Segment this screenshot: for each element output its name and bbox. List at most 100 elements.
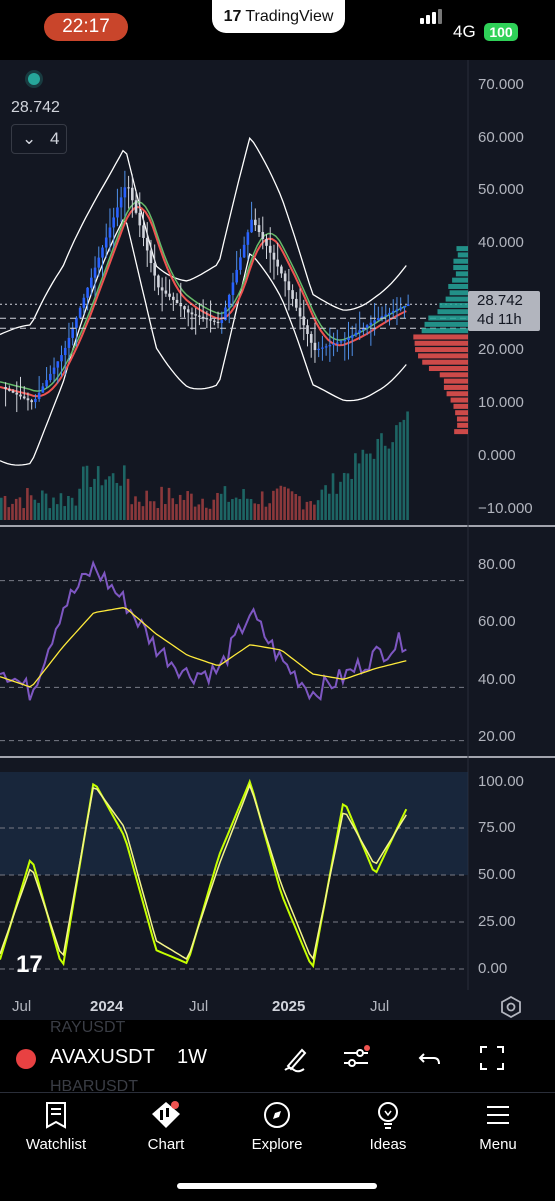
volume-bar bbox=[316, 500, 320, 520]
volume-bar bbox=[59, 493, 63, 520]
rsi-axis-label: 80.00 bbox=[478, 556, 516, 573]
candle-body bbox=[350, 335, 354, 338]
candle-body bbox=[205, 318, 209, 320]
candle-body bbox=[172, 296, 175, 300]
watchlist-icon bbox=[46, 1102, 66, 1129]
stoch-k-line bbox=[0, 778, 408, 969]
volume-bar bbox=[361, 449, 365, 520]
volume-profile-bar bbox=[448, 283, 468, 289]
volume-bar bbox=[141, 506, 145, 520]
volume-bar bbox=[44, 493, 48, 520]
candle-body bbox=[108, 227, 112, 238]
status-time[interactable]: 22:17 bbox=[44, 13, 128, 41]
candle-body bbox=[313, 342, 317, 351]
candle-body bbox=[104, 237, 108, 248]
candle-body bbox=[71, 327, 74, 338]
tab-label: Menu bbox=[479, 1136, 517, 1153]
volume-bar bbox=[313, 504, 316, 520]
stoch-axis-label: 100.00 bbox=[478, 773, 524, 790]
candle-body bbox=[235, 269, 238, 283]
candle-body bbox=[339, 341, 343, 343]
candle-body bbox=[201, 316, 205, 319]
volume-bar bbox=[272, 490, 275, 520]
candle-body bbox=[280, 266, 283, 274]
candle-body bbox=[254, 219, 257, 226]
candle-body bbox=[119, 197, 123, 208]
volume-bar bbox=[223, 486, 227, 520]
volume-bar bbox=[301, 509, 305, 520]
candle-body bbox=[15, 392, 19, 395]
candle-body bbox=[153, 263, 156, 276]
volume-bar bbox=[346, 473, 350, 520]
stoch-band bbox=[0, 772, 468, 875]
volume-profile-bar bbox=[453, 265, 468, 271]
volume-bar bbox=[268, 503, 271, 520]
price-axis-label: 0.000 bbox=[478, 447, 516, 464]
candle-body bbox=[11, 390, 15, 393]
candle-body bbox=[186, 309, 190, 313]
candle-body bbox=[45, 380, 48, 387]
volume-bar bbox=[335, 493, 339, 520]
volume-profile-bar bbox=[424, 321, 468, 327]
candle-body bbox=[101, 247, 104, 258]
candle-body bbox=[97, 257, 101, 268]
tab-menu[interactable]: Menu bbox=[448, 1100, 548, 1153]
volume-bar bbox=[227, 501, 230, 520]
tab-explore[interactable]: Explore bbox=[227, 1100, 327, 1153]
symbol-selector[interactable]: AVAXUSDT bbox=[50, 1046, 155, 1068]
fullscreen-icon[interactable] bbox=[476, 1042, 508, 1074]
candle-body bbox=[198, 315, 201, 317]
tab-watchlist[interactable]: Watchlist bbox=[6, 1100, 106, 1153]
app-pill[interactable]: 17 TradingView bbox=[212, 0, 345, 33]
volume-bar bbox=[48, 508, 52, 520]
volume-bar bbox=[398, 422, 402, 520]
volume-bar bbox=[309, 501, 312, 520]
candle-body bbox=[75, 317, 78, 328]
interval-selector[interactable]: 1W bbox=[177, 1046, 207, 1068]
tab-label: Explore bbox=[251, 1136, 303, 1153]
candle-body bbox=[373, 320, 376, 323]
volume-bar bbox=[287, 488, 290, 520]
volume-bar bbox=[33, 499, 37, 520]
tradingview-watermark-icon: 17 bbox=[16, 951, 43, 978]
undo-icon[interactable] bbox=[414, 1042, 446, 1074]
tab-chart[interactable]: Chart bbox=[116, 1100, 216, 1153]
status-bar: 22:17 17 TradingView 4G 100 bbox=[0, 0, 555, 60]
volume-bar bbox=[108, 476, 111, 520]
volume-bar bbox=[70, 497, 74, 520]
candle-body bbox=[142, 225, 145, 238]
price-axis-label: 60.000 bbox=[478, 129, 524, 146]
volume-bar bbox=[365, 453, 368, 520]
volume-profile-bar bbox=[457, 252, 468, 258]
candle-body bbox=[60, 355, 63, 362]
volume-bar bbox=[246, 498, 249, 520]
volume-bar bbox=[387, 448, 391, 520]
drawing-tools-icon[interactable] bbox=[280, 1042, 312, 1074]
volume-bar bbox=[260, 491, 264, 520]
volume-bar bbox=[26, 488, 29, 520]
candle-body bbox=[67, 337, 71, 348]
volume-profile-bar bbox=[443, 384, 468, 390]
volume-bar bbox=[145, 490, 148, 520]
chart-settings-icon[interactable] bbox=[500, 996, 522, 1018]
volume-bar bbox=[85, 465, 89, 520]
volume-bar bbox=[178, 494, 182, 520]
indicators-icon[interactable] bbox=[340, 1042, 372, 1074]
volume-profile-bar bbox=[443, 378, 468, 384]
indicators-toggle-button[interactable]: ⌄ 4 bbox=[11, 124, 67, 154]
chart-canvas[interactable]: 17 bbox=[0, 0, 555, 1020]
tab-label: Chart bbox=[147, 1136, 185, 1153]
candle-body bbox=[231, 282, 235, 295]
volume-profile-bar bbox=[454, 429, 468, 435]
tab-ideas[interactable]: Ideas bbox=[338, 1100, 438, 1153]
volume-bar bbox=[380, 433, 383, 520]
candle-body bbox=[384, 314, 388, 317]
candle-body bbox=[41, 386, 45, 393]
volume-bar bbox=[372, 458, 376, 520]
candle-body bbox=[272, 252, 276, 260]
home-indicator bbox=[177, 1183, 377, 1189]
candle-body bbox=[190, 312, 194, 315]
volume-profile-bar bbox=[413, 334, 468, 340]
candle-body bbox=[246, 232, 250, 245]
candle-body bbox=[49, 373, 52, 381]
